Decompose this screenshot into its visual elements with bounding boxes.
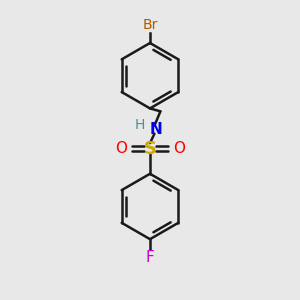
Text: N: N — [150, 122, 162, 137]
Text: Br: Br — [142, 18, 158, 32]
Text: O: O — [115, 141, 127, 156]
Text: S: S — [143, 140, 157, 158]
Text: F: F — [146, 250, 154, 266]
Text: H: H — [134, 118, 145, 132]
Text: O: O — [173, 141, 185, 156]
